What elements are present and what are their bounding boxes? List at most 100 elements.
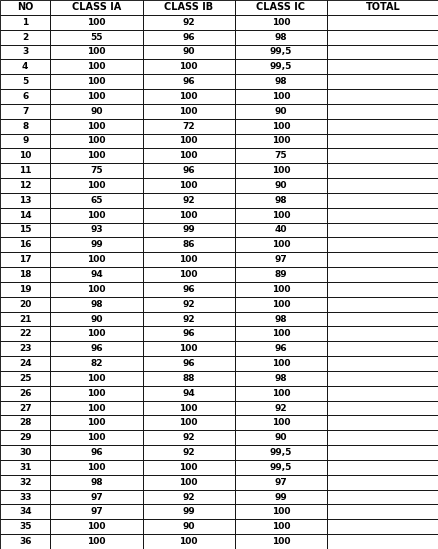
Bar: [234, 119, 326, 133]
Text: 100: 100: [87, 285, 106, 294]
Bar: [326, 430, 438, 445]
Text: 33: 33: [19, 492, 32, 502]
Text: 98: 98: [274, 315, 286, 323]
Bar: [234, 15, 326, 30]
Text: 92: 92: [182, 492, 194, 502]
Text: CLASS IA: CLASS IA: [72, 2, 121, 13]
Bar: [326, 237, 438, 252]
Bar: [234, 178, 326, 193]
Text: 100: 100: [271, 137, 290, 145]
Bar: [50, 416, 142, 430]
Bar: [0, 460, 50, 475]
Bar: [234, 371, 326, 386]
Text: 28: 28: [19, 418, 32, 427]
Bar: [50, 133, 142, 148]
Text: 100: 100: [87, 404, 106, 412]
Text: 97: 97: [274, 478, 287, 487]
Text: 100: 100: [87, 77, 106, 86]
Bar: [234, 327, 326, 341]
Bar: [0, 222, 50, 237]
Text: 86: 86: [182, 240, 194, 249]
Text: 11: 11: [19, 166, 32, 175]
Text: 100: 100: [87, 122, 106, 131]
Text: 40: 40: [274, 226, 286, 234]
Bar: [50, 386, 142, 401]
Text: 100: 100: [271, 166, 290, 175]
Bar: [0, 297, 50, 312]
Text: 26: 26: [19, 389, 32, 397]
Bar: [326, 59, 438, 74]
Bar: [50, 505, 142, 519]
Text: 100: 100: [179, 137, 198, 145]
Bar: [0, 386, 50, 401]
Bar: [326, 15, 438, 30]
Bar: [326, 327, 438, 341]
Text: 100: 100: [179, 418, 198, 427]
Bar: [234, 490, 326, 505]
Bar: [0, 371, 50, 386]
Bar: [234, 297, 326, 312]
Text: 97: 97: [274, 255, 287, 264]
Bar: [142, 534, 234, 549]
Bar: [326, 89, 438, 104]
Text: 96: 96: [182, 77, 194, 86]
Bar: [142, 163, 234, 178]
Bar: [326, 460, 438, 475]
Text: 100: 100: [179, 344, 198, 353]
Bar: [142, 341, 234, 356]
Bar: [50, 15, 142, 30]
Text: 4: 4: [22, 62, 28, 71]
Bar: [142, 30, 234, 44]
Text: 98: 98: [274, 196, 286, 205]
Bar: [0, 119, 50, 133]
Text: 32: 32: [19, 478, 32, 487]
Text: 98: 98: [274, 32, 286, 42]
Text: 100: 100: [179, 478, 198, 487]
Bar: [234, 356, 326, 371]
Text: 92: 92: [182, 18, 194, 27]
Text: 94: 94: [182, 389, 195, 397]
Bar: [0, 341, 50, 356]
Text: 96: 96: [182, 166, 194, 175]
Text: 96: 96: [90, 344, 102, 353]
Bar: [142, 386, 234, 401]
Text: 96: 96: [90, 448, 102, 457]
Text: 100: 100: [271, 122, 290, 131]
Bar: [234, 133, 326, 148]
Bar: [142, 416, 234, 430]
Text: CLASS IC: CLASS IC: [256, 2, 305, 13]
Bar: [326, 252, 438, 267]
Bar: [142, 297, 234, 312]
Text: 100: 100: [87, 92, 106, 101]
Text: 34: 34: [19, 507, 32, 517]
Text: 100: 100: [179, 255, 198, 264]
Bar: [50, 252, 142, 267]
Bar: [234, 505, 326, 519]
Bar: [142, 237, 234, 252]
Bar: [326, 371, 438, 386]
Bar: [326, 133, 438, 148]
Text: 98: 98: [90, 300, 102, 309]
Bar: [326, 119, 438, 133]
Text: 100: 100: [271, 522, 290, 531]
Bar: [142, 74, 234, 89]
Bar: [50, 193, 142, 208]
Bar: [0, 490, 50, 505]
Bar: [50, 148, 142, 163]
Bar: [50, 341, 142, 356]
Bar: [142, 119, 234, 133]
Text: 98: 98: [274, 77, 286, 86]
Bar: [0, 534, 50, 549]
Bar: [0, 416, 50, 430]
Text: 100: 100: [87, 181, 106, 190]
Text: 100: 100: [179, 463, 198, 472]
Bar: [50, 74, 142, 89]
Bar: [0, 178, 50, 193]
Bar: [50, 89, 142, 104]
Text: 3: 3: [22, 47, 28, 57]
Bar: [142, 252, 234, 267]
Bar: [0, 0, 50, 15]
Text: 100: 100: [271, 537, 290, 546]
Text: 17: 17: [19, 255, 32, 264]
Text: 31: 31: [19, 463, 32, 472]
